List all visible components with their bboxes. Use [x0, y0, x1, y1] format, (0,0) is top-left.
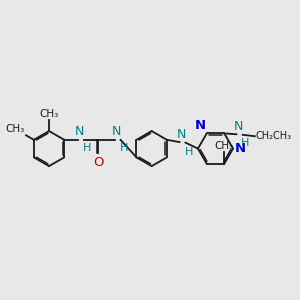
Text: CH₂CH₃: CH₂CH₃ [256, 131, 292, 141]
Text: N: N [235, 142, 246, 155]
Text: CH₃: CH₃ [6, 124, 25, 134]
Text: CH₃: CH₃ [39, 109, 59, 119]
Text: H: H [82, 143, 91, 153]
Text: N: N [75, 125, 85, 138]
Text: H: H [241, 138, 250, 148]
Text: N: N [177, 128, 186, 141]
Text: N: N [112, 125, 121, 138]
Text: H: H [119, 143, 128, 153]
Text: CH₃: CH₃ [214, 141, 234, 151]
Text: H: H [184, 147, 193, 157]
Text: N: N [194, 119, 206, 132]
Text: N: N [234, 120, 243, 133]
Text: O: O [93, 156, 104, 169]
